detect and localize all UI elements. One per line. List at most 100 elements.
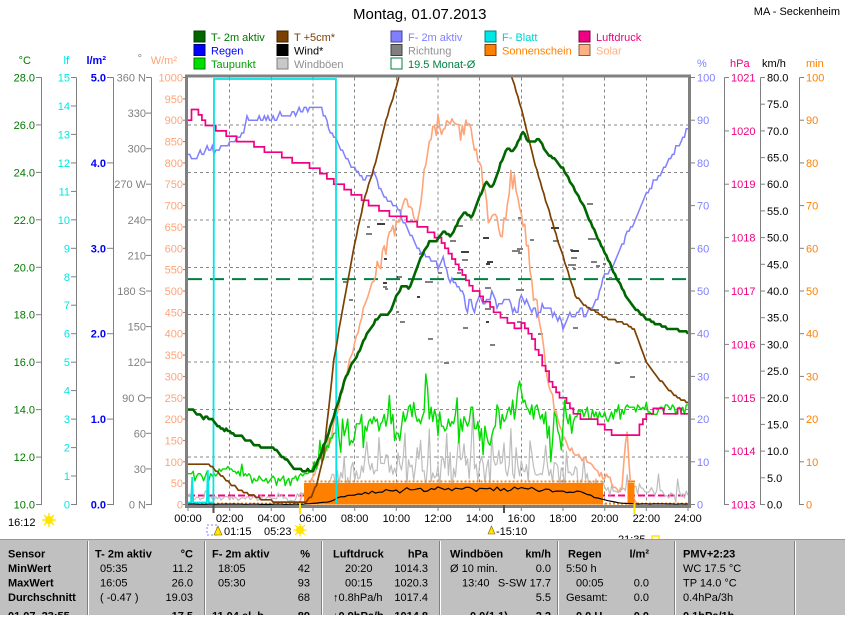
svg-text:1019: 1019 <box>731 179 755 191</box>
svg-text:TP 14.0 °C: TP 14.0 °C <box>683 578 737 590</box>
svg-text:MinWert: MinWert <box>8 563 52 575</box>
svg-text:min: min <box>806 58 824 70</box>
svg-text:60.0: 60.0 <box>767 179 788 191</box>
svg-text:900: 900 <box>165 115 183 127</box>
svg-text:00:00: 00:00 <box>174 513 202 525</box>
svg-text:0.0: 0.0 <box>536 563 551 575</box>
svg-text:11.04 el. b: 11.04 el. b <box>212 611 264 616</box>
svg-text:40.0: 40.0 <box>767 286 788 298</box>
svg-text:14: 14 <box>58 101 70 113</box>
svg-text:25.0: 25.0 <box>767 366 788 378</box>
svg-text:l/m²: l/m² <box>629 549 649 561</box>
svg-text:0.0: 0.0 <box>91 500 106 512</box>
svg-text:1013: 1013 <box>731 500 755 512</box>
svg-text:270 W: 270 W <box>114 179 146 191</box>
svg-text:0.0: 0.0 <box>634 611 649 616</box>
svg-text:T- 2m aktiv: T- 2m aktiv <box>95 549 153 561</box>
svg-text:10.0: 10.0 <box>14 500 35 512</box>
svg-text:Taupunkt: Taupunkt <box>211 59 256 71</box>
svg-text:Regen: Regen <box>211 46 243 58</box>
svg-text:5.0: 5.0 <box>767 473 782 485</box>
svg-text:Ø 10 min.: Ø 10 min. <box>450 563 498 575</box>
svg-text:13:40: 13:40 <box>462 578 490 590</box>
svg-text:400: 400 <box>165 329 183 341</box>
svg-text:Luftdruck: Luftdruck <box>333 549 385 561</box>
svg-text:360 N: 360 N <box>117 73 146 85</box>
svg-text:Sensor: Sensor <box>8 549 46 561</box>
svg-text:19.5 Monat-Ø: 19.5 Monat-Ø <box>408 59 476 71</box>
svg-text:F- 2m aktiv: F- 2m aktiv <box>408 32 463 44</box>
svg-text:km/h: km/h <box>762 58 786 70</box>
svg-text:20: 20 <box>806 414 818 426</box>
svg-text:( -0.47 ): ( -0.47 ) <box>100 592 139 604</box>
svg-text:10:00: 10:00 <box>383 513 411 525</box>
svg-text:S-SW 17.7: S-SW 17.7 <box>498 578 551 590</box>
svg-text:T +5cm*: T +5cm* <box>294 32 336 44</box>
svg-text:60: 60 <box>134 428 146 440</box>
svg-text:06:00: 06:00 <box>299 513 327 525</box>
svg-text:14.0: 14.0 <box>14 405 35 417</box>
svg-text:F- 2m aktiv: F- 2m aktiv <box>212 549 270 561</box>
svg-text:120: 120 <box>128 357 146 369</box>
svg-text:Windböen: Windböen <box>294 59 344 71</box>
svg-text:30: 30 <box>697 371 709 383</box>
svg-text:19.03: 19.03 <box>165 592 193 604</box>
svg-text:05:35: 05:35 <box>100 563 128 575</box>
svg-text:70: 70 <box>806 201 818 213</box>
svg-text:55.0: 55.0 <box>767 206 788 218</box>
svg-text:250: 250 <box>165 393 183 405</box>
svg-text:5.0: 5.0 <box>91 73 106 85</box>
svg-text:45.0: 45.0 <box>767 259 788 271</box>
svg-text:%: % <box>697 58 707 70</box>
svg-text:16:05: 16:05 <box>100 578 128 590</box>
svg-text:60: 60 <box>697 243 709 255</box>
svg-text:20: 20 <box>697 414 709 426</box>
svg-text:↑0.8hPa/h: ↑0.8hPa/h <box>333 592 383 604</box>
svg-text:68: 68 <box>298 592 310 604</box>
svg-text:12: 12 <box>58 158 70 170</box>
svg-text:3.0: 3.0 <box>91 243 106 255</box>
svg-text:24:00: 24:00 <box>674 513 702 525</box>
svg-text:hPa: hPa <box>730 58 750 70</box>
svg-text:180 S: 180 S <box>117 286 146 298</box>
svg-text:05:23: 05:23 <box>264 526 292 538</box>
svg-text:16:12: 16:12 <box>8 517 36 529</box>
svg-text:90: 90 <box>806 115 818 127</box>
svg-text:1017: 1017 <box>731 286 755 298</box>
svg-text:600: 600 <box>165 243 183 255</box>
svg-text:450: 450 <box>165 307 183 319</box>
svg-text:93: 93 <box>298 578 310 590</box>
svg-text:lf: lf <box>64 55 70 67</box>
svg-text:50.0: 50.0 <box>767 233 788 245</box>
svg-text:0.0: 0.0 <box>634 578 649 590</box>
svg-text:10.0: 10.0 <box>767 446 788 458</box>
svg-text:17.5: 17.5 <box>172 611 193 616</box>
svg-text:300: 300 <box>165 371 183 383</box>
svg-text:01:15: 01:15 <box>224 526 252 538</box>
svg-text:1020.3: 1020.3 <box>394 578 428 590</box>
svg-text:2.2: 2.2 <box>536 611 551 616</box>
svg-text:0: 0 <box>806 500 812 512</box>
svg-text:2: 2 <box>64 443 70 455</box>
svg-text:5: 5 <box>64 357 70 369</box>
svg-text:1018: 1018 <box>731 233 755 245</box>
svg-text:Durchschnitt: Durchschnitt <box>8 592 76 604</box>
svg-text:70.0: 70.0 <box>767 126 788 138</box>
svg-text:150: 150 <box>165 435 183 447</box>
svg-text:16:00: 16:00 <box>508 513 536 525</box>
svg-text:16.0: 16.0 <box>14 357 35 369</box>
svg-text:240: 240 <box>128 215 146 227</box>
svg-text:12:00: 12:00 <box>424 513 452 525</box>
svg-text:0: 0 <box>177 500 183 512</box>
svg-text:20.0: 20.0 <box>767 393 788 405</box>
svg-text:Windböen: Windböen <box>450 549 503 561</box>
svg-text:40: 40 <box>806 329 818 341</box>
svg-text:330: 330 <box>128 108 146 120</box>
svg-text:80: 80 <box>806 158 818 170</box>
svg-text:550: 550 <box>165 265 183 277</box>
svg-text:100: 100 <box>697 73 715 85</box>
svg-text:24.0: 24.0 <box>14 167 35 179</box>
svg-text:0 N: 0 N <box>129 500 146 512</box>
svg-text:hPa: hPa <box>408 549 429 561</box>
svg-text:40: 40 <box>697 329 709 341</box>
